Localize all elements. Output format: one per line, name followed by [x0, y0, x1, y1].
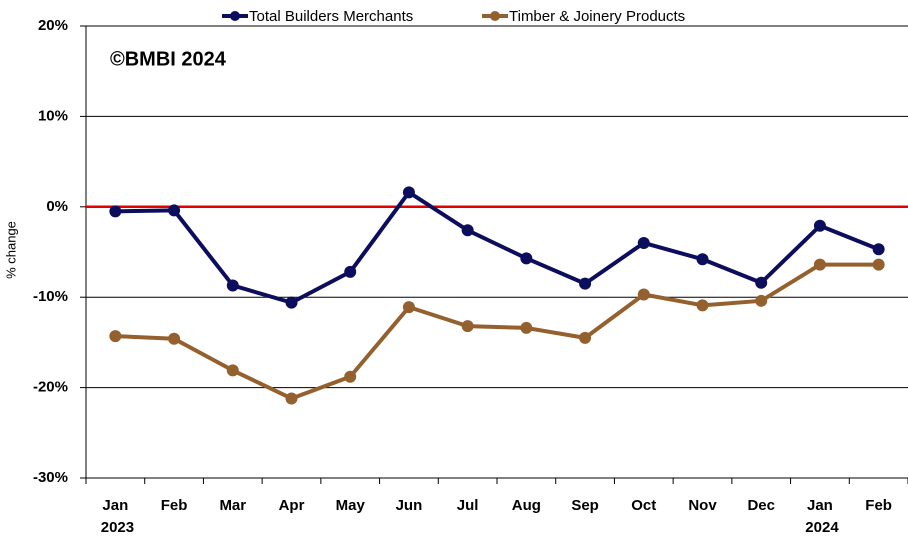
x-tick-label: Jan 2024 — [801, 497, 839, 536]
x-tick-label: Sep — [571, 497, 599, 514]
x-tick-label: Jul — [457, 497, 479, 514]
legend-marker — [490, 11, 500, 21]
x-tick-label: Feb — [161, 497, 188, 514]
data-point — [168, 204, 181, 217]
x-tick-label: Nov — [688, 497, 717, 514]
series-line — [115, 262, 879, 401]
y-tick-label: -30% — [33, 469, 68, 486]
data-point — [813, 219, 826, 232]
x-tick-label: Jun — [396, 497, 423, 514]
data-point — [755, 294, 768, 307]
data-point — [344, 265, 357, 278]
data-point — [402, 301, 415, 314]
y-tick-label: -10% — [33, 288, 68, 305]
data-point — [813, 258, 826, 271]
x-tick-label: Oct — [631, 497, 656, 514]
data-point — [285, 296, 298, 309]
data-point — [872, 258, 885, 271]
legend-item: Total Builders Merchants — [222, 8, 413, 25]
data-point — [520, 252, 533, 265]
y-tick-label: 20% — [38, 17, 68, 34]
legend-marker — [230, 11, 240, 21]
data-point — [637, 236, 650, 249]
data-point — [109, 205, 122, 218]
y-tick-label: 0% — [46, 198, 68, 215]
y-axis-label: % change — [3, 221, 18, 279]
data-point — [755, 276, 768, 289]
y-tick-label: 10% — [38, 107, 68, 124]
x-tick-label: Aug — [512, 497, 541, 514]
series-line — [115, 190, 880, 305]
data-point — [696, 299, 709, 312]
data-point — [109, 330, 122, 343]
x-tick-label: Jan 2023 — [97, 497, 135, 536]
data-point — [344, 370, 357, 383]
data-point — [461, 320, 474, 333]
data-point — [579, 331, 592, 344]
data-point — [696, 253, 709, 266]
legend-label: Total Builders Merchants — [249, 8, 413, 25]
data-point — [226, 279, 239, 292]
x-tick-label: May — [336, 497, 366, 514]
data-point — [520, 321, 533, 334]
x-tick-label: Dec — [747, 497, 775, 514]
y-tick-label: -20% — [33, 379, 68, 396]
legend-label: Timber & Joinery Products — [509, 8, 685, 25]
data-point — [226, 364, 239, 377]
data-point — [461, 224, 474, 237]
legend-item: Timber & Joinery Products — [482, 8, 685, 25]
data-point — [402, 186, 415, 199]
data-point — [872, 243, 885, 256]
data-point — [579, 277, 592, 290]
x-tick-label: Feb — [865, 497, 892, 514]
annotation: ©BMBI 2024 — [110, 48, 227, 70]
data-point — [637, 288, 650, 301]
x-tick-label: Apr — [279, 497, 305, 514]
x-tick-label: Mar — [219, 497, 246, 514]
data-point — [168, 332, 181, 345]
data-point — [285, 392, 298, 405]
